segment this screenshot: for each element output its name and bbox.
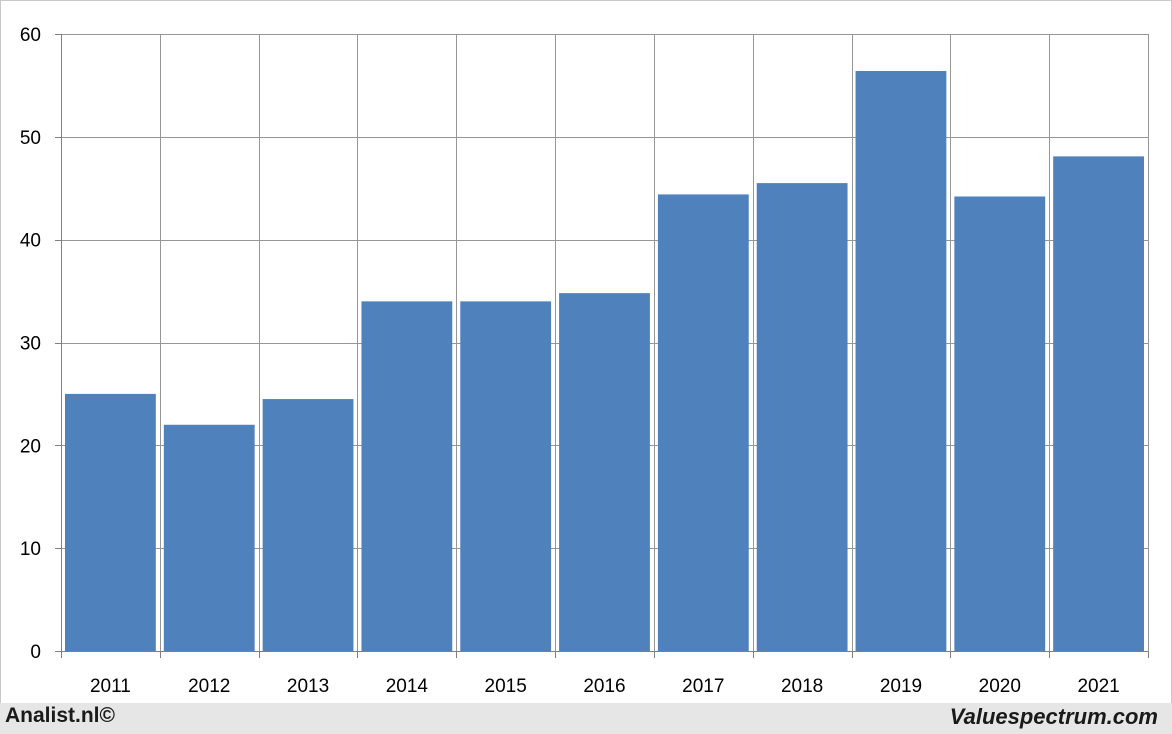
bar-2013	[262, 399, 354, 651]
bar-2018	[756, 183, 848, 651]
x-tick-label: 2017	[682, 676, 724, 697]
x-tick-label: 2020	[979, 676, 1021, 697]
bar-chart: 0 10 20 30 40 50 60 2011 2012 2013 2014 2015 2016 201…	[20, 25, 1149, 697]
axis-layer	[55, 34, 1149, 658]
y-tick-label: 10	[20, 539, 41, 560]
valuespectrum-credit: Valuespectrum.com	[949, 704, 1158, 729]
footer-bar: Analist.nl© Valuespectrum.com	[0, 703, 1172, 734]
bar-2020	[954, 196, 1046, 651]
x-tick-label: 2013	[287, 676, 329, 697]
x-tick-label: 2018	[781, 676, 823, 697]
x-tick-label: 2014	[386, 676, 429, 697]
bar-2015	[460, 301, 552, 651]
y-tick-label: 0	[30, 642, 41, 663]
x-tick-label: 2015	[485, 676, 527, 697]
bar-layer	[65, 71, 1144, 652]
x-tick-label: 2016	[583, 676, 625, 697]
y-tick-label: 20	[20, 436, 41, 457]
bar-2014	[361, 301, 453, 651]
y-tick-label: 40	[20, 231, 41, 252]
x-tick-label: 2021	[1077, 676, 1119, 697]
x-tick-label: 2019	[880, 676, 922, 697]
bar-2019	[855, 71, 947, 651]
label-layer: 0 10 20 30 40 50 60 2011 2012 2013 2014 2015 2016 201…	[20, 25, 1120, 697]
bar-2021	[1053, 156, 1144, 651]
x-tick-label: 2011	[90, 676, 131, 697]
y-tick-label: 50	[20, 128, 41, 149]
y-tick-label: 60	[20, 25, 41, 46]
bar-2012	[163, 424, 255, 651]
bar-2016	[559, 293, 650, 651]
y-tick-label: 30	[20, 334, 41, 355]
x-tick-label: 2012	[188, 676, 230, 697]
analist-credit: Analist.nl©	[5, 704, 115, 727]
bar-2011	[65, 393, 156, 651]
bar-2017	[657, 194, 749, 652]
